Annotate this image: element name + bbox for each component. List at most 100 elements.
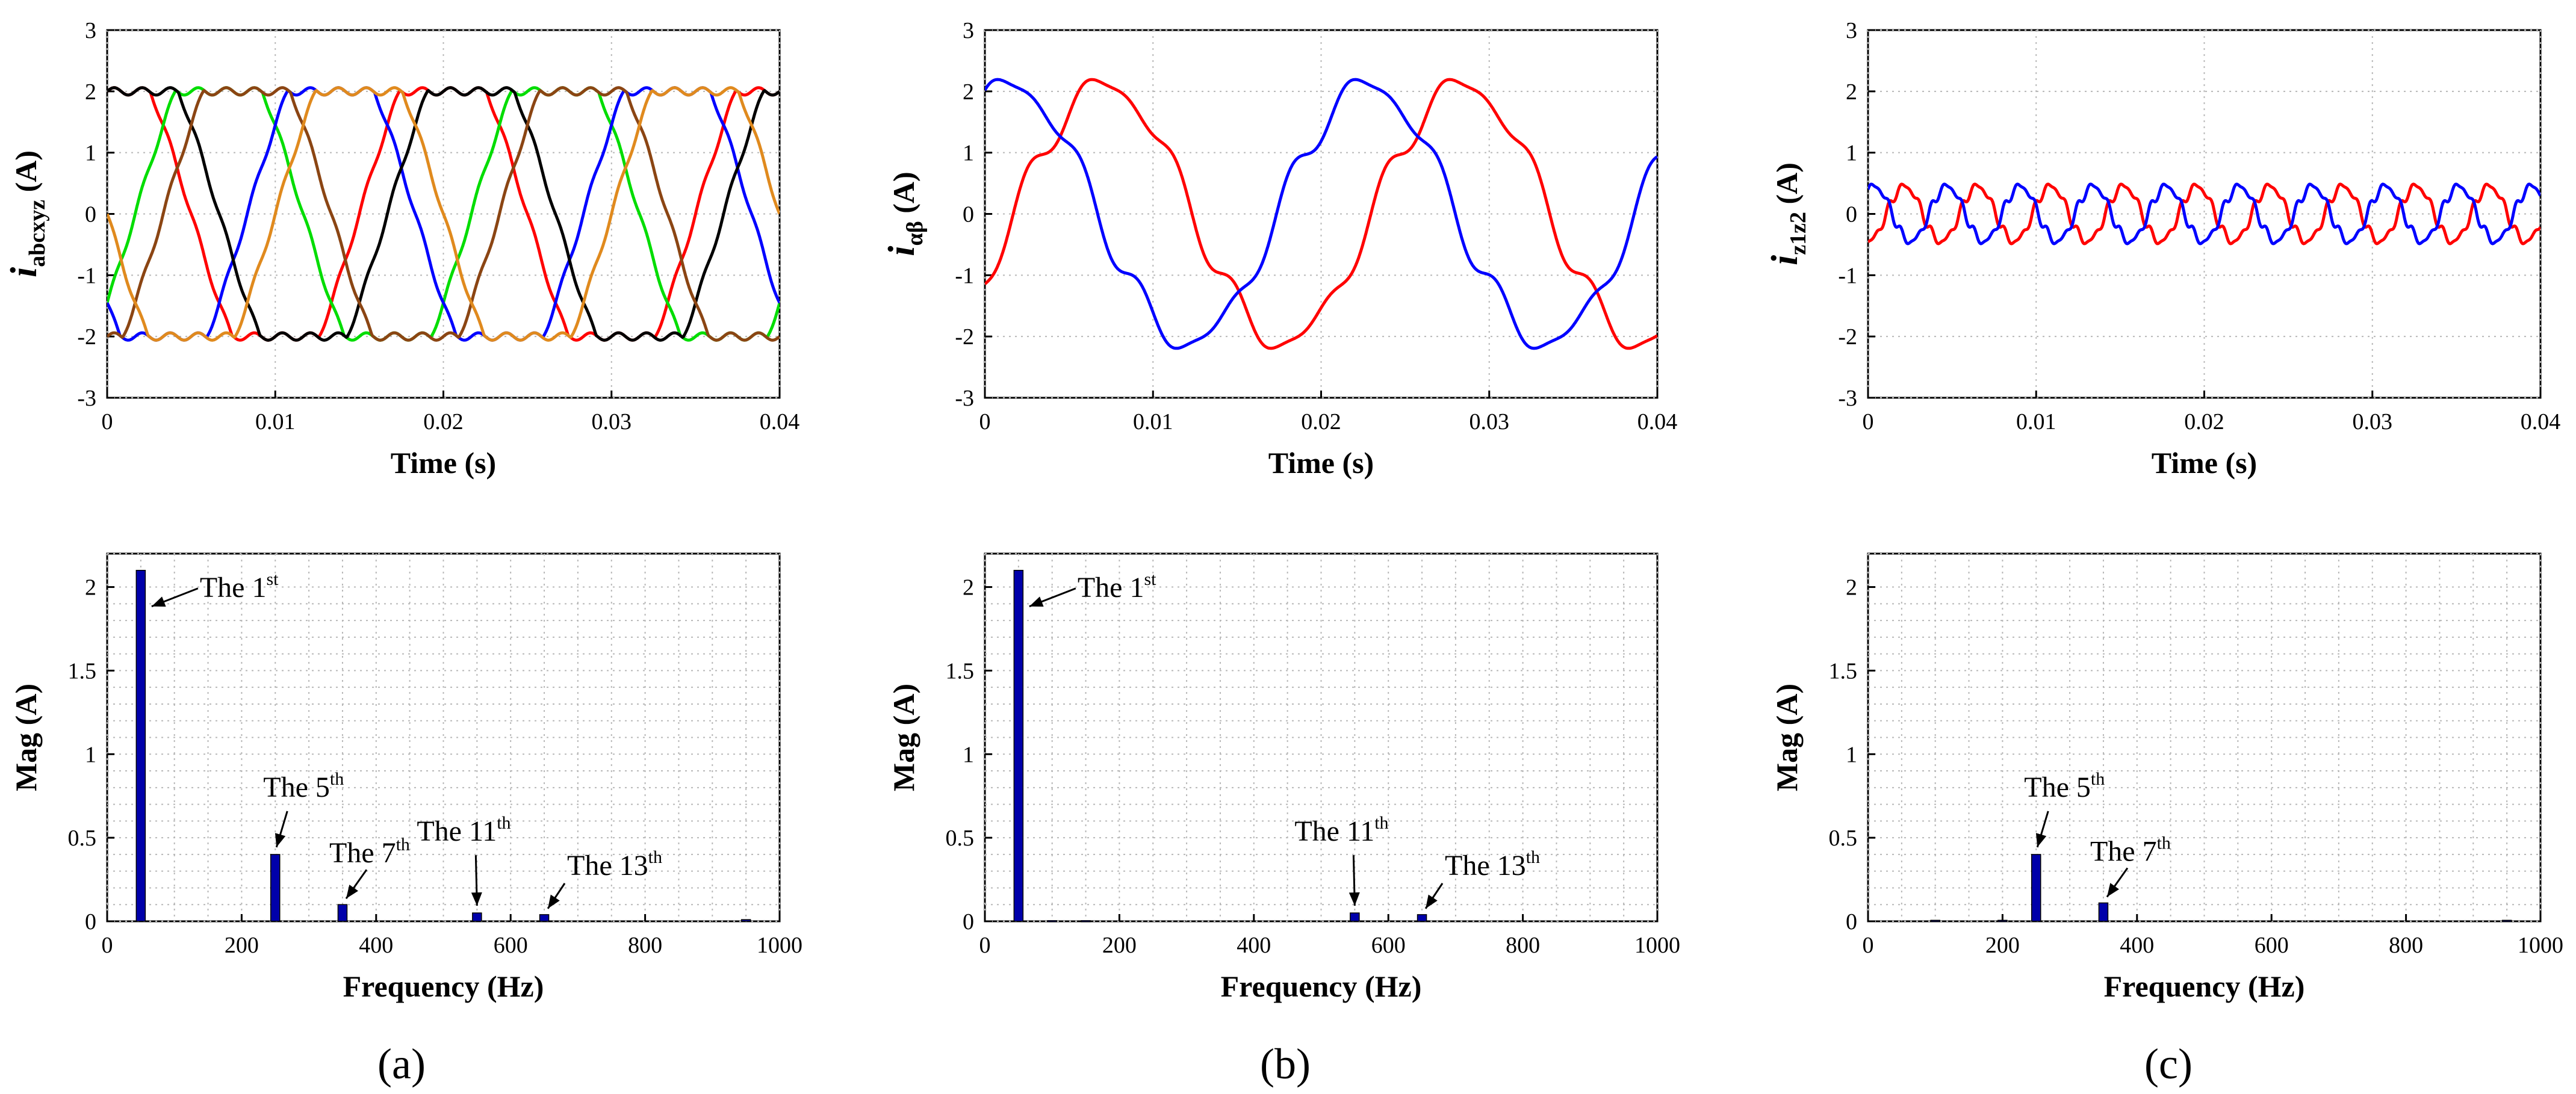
x-tick-label: 0 [1863, 933, 1874, 958]
annotation-label: The 11th [417, 813, 511, 847]
x-tick-label: 0 [1863, 409, 1874, 434]
annotation-the5th: The 5th [2024, 769, 2105, 848]
annotation-the1st: The 1st [151, 569, 279, 608]
x-tick-label: 800 [2389, 933, 2423, 958]
y-tick-label: 3 [85, 18, 96, 43]
y-axis-label: Mag (A) [9, 684, 43, 791]
y-tick-label: 0 [1846, 202, 1857, 227]
x-tick-label: 0 [979, 409, 991, 434]
annotation-arrow-head [1426, 894, 1438, 909]
x-tick-label: 600 [494, 933, 528, 958]
annotation-arrow-head [346, 885, 359, 899]
series-beta-line [985, 78, 1657, 350]
annotation-arrow-head [2106, 883, 2120, 897]
annotation-arrow-head [548, 894, 560, 909]
x-tick-label: 0.02 [2184, 409, 2224, 434]
y-tick-label: 0 [963, 202, 974, 227]
x-tick-label: 0.04 [760, 409, 800, 434]
x-tick-label: 0.02 [1301, 409, 1341, 434]
bar-50hz [1013, 570, 1024, 922]
y-tick-label: 1 [1846, 742, 1857, 767]
y-tick-label: 1.5 [946, 658, 975, 684]
annotation-the7th: The 7th [329, 835, 410, 900]
annotation-arrow-head [151, 596, 166, 607]
y-tick-label: -3 [1838, 386, 1857, 411]
x-tick-label: 1000 [1634, 933, 1680, 958]
chart-b-top: 0 0.01 0.02 0.03 0.04 -3 -2 -1 0 1 2 3 Time (s) iαβ (… [881, 18, 1677, 480]
annotation-arrow-head [2035, 833, 2047, 847]
y-tick-label: 0.5 [1829, 826, 1858, 851]
y-tick-label: -2 [955, 324, 974, 350]
y-tick-label: 0.5 [946, 826, 975, 851]
x-tick-label: 400 [1237, 933, 1271, 958]
y-tick-label: -2 [1838, 324, 1857, 350]
y-tick-label: -3 [77, 386, 96, 411]
x-tick-label: 400 [359, 933, 393, 958]
bar-550hz [1350, 912, 1360, 922]
x-axis-label: Frequency (Hz) [1221, 969, 1422, 1003]
x-tick-label: 0.04 [1637, 409, 1678, 434]
bar-350hz [2098, 902, 2109, 922]
y-axis-label: Mag (A) [887, 684, 920, 791]
x-axis-label: Frequency (Hz) [343, 969, 544, 1003]
bar-50hz [135, 570, 146, 922]
grid [1867, 553, 2541, 922]
bar-350hz [337, 904, 348, 922]
grid [107, 553, 780, 922]
bar-550hz [472, 912, 482, 922]
annotation-arrow-head [1349, 892, 1360, 906]
bar-250hz [2031, 854, 2041, 922]
annotation-label: The 5th [263, 769, 344, 803]
x-axis-label: Time (s) [2152, 446, 2257, 480]
chart-c-bottom: 0 200 400 600 800 1000 0 0.5 1 1.5 2 Frequency (Hz)… [1770, 552, 2563, 1003]
y-tick-label: 1.5 [68, 658, 97, 684]
x-tick-label: 0.03 [2353, 409, 2393, 434]
bar-100hz [1047, 920, 1057, 922]
annotation-the5th: The 5th [263, 769, 344, 848]
x-tick-label: 0 [102, 409, 113, 434]
y-tick-label: 1.5 [1829, 658, 1858, 684]
y-tick-label: 1 [963, 141, 974, 166]
y-tick-label: -3 [955, 386, 974, 411]
y-tick-label: 1 [85, 742, 96, 767]
y-tick-label: 2 [1846, 575, 1857, 601]
x-tick-label: 1000 [757, 933, 802, 958]
x-tick-label: 0.01 [1133, 409, 1173, 434]
y-tick-label: 1 [1846, 141, 1857, 166]
annotation-arrow-head [275, 833, 286, 847]
y-tick-label: 1 [963, 742, 974, 767]
y-tick-label: 2 [1846, 79, 1857, 105]
y-tick-label: 0.5 [68, 826, 97, 851]
x-tick-label: 0.02 [423, 409, 464, 434]
x-tick-label: 200 [1985, 933, 2020, 958]
annotation-the11th: The 11th [1294, 813, 1389, 906]
y-axis-label: iαβ (A) [881, 172, 928, 256]
x-axis-label: Time (s) [1268, 446, 1374, 480]
series-x-line [107, 86, 780, 342]
bar-650hz [1417, 914, 1427, 922]
x-tick-label: 0.01 [255, 409, 296, 434]
x-tick-label: 600 [2255, 933, 2289, 958]
bar-150hz [1081, 920, 1091, 922]
y-tick-label: 2 [85, 79, 96, 105]
series-z2-line [1868, 182, 2540, 246]
y-tick-label: -1 [1838, 263, 1857, 288]
annotation-arrow-head [1029, 596, 1044, 607]
annotation-label: The 7th [329, 835, 410, 869]
series-z-line [107, 86, 780, 342]
x-tick-label: 800 [1506, 933, 1540, 958]
series-alpha-line [985, 78, 1657, 350]
bar-950hz [2501, 919, 2512, 922]
y-tick-label: -1 [77, 263, 96, 288]
annotation-the13th: The 13th [1424, 847, 1540, 909]
series-z1-line [1868, 182, 2540, 246]
x-tick-label: 800 [628, 933, 662, 958]
annotation-label: The 1st [200, 569, 279, 604]
chart-b-bottom: 0 200 400 600 800 1000 0 0.5 1 1.5 2 Frequency (Hz)… [887, 552, 1680, 1003]
x-tick-label: 200 [225, 933, 259, 958]
panel-label-c: (c) [2144, 1040, 2193, 1088]
annotation-label: The 5th [2024, 769, 2105, 803]
y-tick-label: 2 [963, 575, 974, 601]
x-tick-label: 0.04 [2521, 409, 2561, 434]
